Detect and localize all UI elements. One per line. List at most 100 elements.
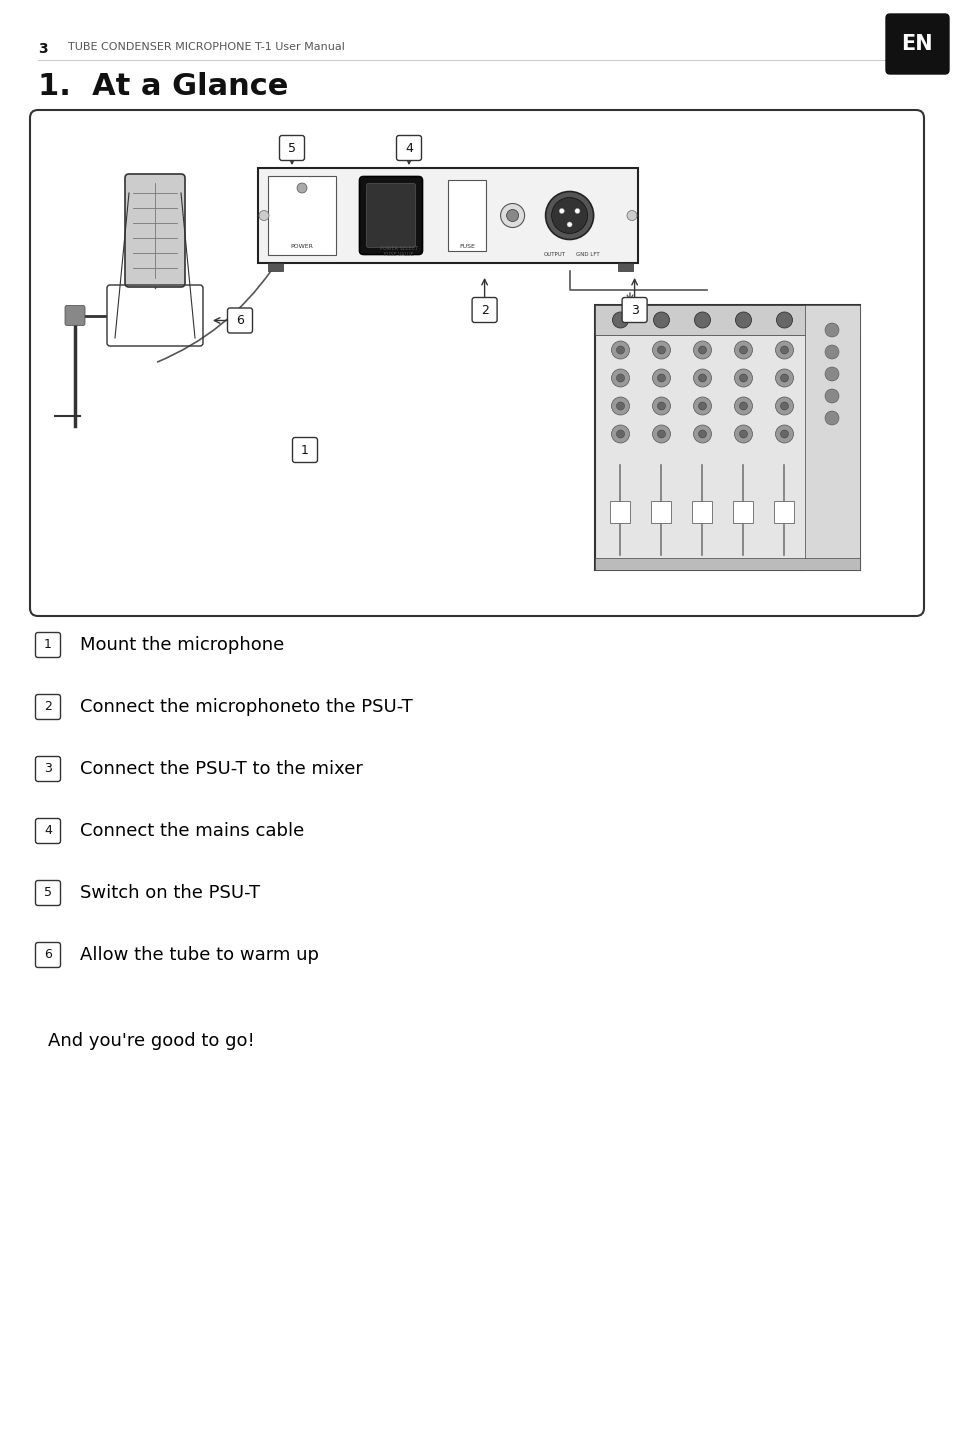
Circle shape <box>780 429 788 438</box>
Circle shape <box>734 369 752 386</box>
Circle shape <box>653 312 669 328</box>
FancyBboxPatch shape <box>35 757 60 781</box>
Circle shape <box>780 373 788 382</box>
FancyBboxPatch shape <box>293 438 317 462</box>
Circle shape <box>616 429 624 438</box>
Circle shape <box>824 345 838 359</box>
Circle shape <box>739 346 747 353</box>
FancyBboxPatch shape <box>621 298 646 322</box>
FancyBboxPatch shape <box>279 136 304 160</box>
Circle shape <box>657 373 665 382</box>
Circle shape <box>698 373 706 382</box>
Circle shape <box>698 346 706 353</box>
Bar <box>257 167 638 263</box>
Circle shape <box>735 312 751 328</box>
FancyBboxPatch shape <box>885 14 948 74</box>
Circle shape <box>780 346 788 353</box>
Circle shape <box>775 369 793 386</box>
Text: EN: EN <box>901 34 932 54</box>
Bar <box>692 501 712 522</box>
Circle shape <box>824 389 838 404</box>
Text: POWER: POWER <box>291 245 314 249</box>
Circle shape <box>616 402 624 411</box>
Text: OUTPUT: OUTPUT <box>543 252 565 258</box>
Bar <box>774 501 794 522</box>
FancyBboxPatch shape <box>359 176 422 255</box>
FancyBboxPatch shape <box>35 819 60 843</box>
Circle shape <box>611 425 629 444</box>
Circle shape <box>694 312 710 328</box>
Text: Switch on the PSU-T: Switch on the PSU-T <box>80 884 260 902</box>
Circle shape <box>566 222 572 228</box>
Bar <box>804 305 859 570</box>
Bar <box>618 263 633 270</box>
Circle shape <box>612 312 628 328</box>
Bar <box>595 305 859 335</box>
Bar <box>595 558 859 570</box>
Text: FUSE: FUSE <box>458 245 475 249</box>
Circle shape <box>739 373 747 382</box>
Circle shape <box>575 209 579 213</box>
Bar <box>651 501 671 522</box>
Circle shape <box>545 192 593 239</box>
Text: 5: 5 <box>288 142 295 155</box>
Text: 2: 2 <box>480 303 488 316</box>
FancyBboxPatch shape <box>30 110 923 615</box>
Text: 1: 1 <box>44 638 51 651</box>
Text: Connect the microphoneto the PSU-T: Connect the microphoneto the PSU-T <box>80 698 413 716</box>
Circle shape <box>506 209 518 222</box>
Circle shape <box>657 429 665 438</box>
Circle shape <box>558 209 564 213</box>
Bar <box>733 501 753 522</box>
Text: Connect the mains cable: Connect the mains cable <box>80 821 304 840</box>
Circle shape <box>776 312 792 328</box>
FancyBboxPatch shape <box>472 298 497 322</box>
Circle shape <box>824 366 838 381</box>
Bar <box>610 501 630 522</box>
FancyBboxPatch shape <box>35 943 60 967</box>
Text: 4: 4 <box>44 824 51 837</box>
Circle shape <box>824 323 838 336</box>
Text: TUBE CONDENSER MICROPHONE T-1 User Manual: TUBE CONDENSER MICROPHONE T-1 User Manua… <box>68 41 345 52</box>
Circle shape <box>616 373 624 382</box>
Circle shape <box>780 402 788 411</box>
Bar <box>448 180 485 250</box>
Bar <box>268 176 335 255</box>
Circle shape <box>693 369 711 386</box>
Circle shape <box>652 369 670 386</box>
Text: And you're good to go!: And you're good to go! <box>48 1032 254 1050</box>
Circle shape <box>611 369 629 386</box>
Circle shape <box>824 411 838 425</box>
Circle shape <box>258 210 269 220</box>
Text: Connect the PSU-T to the mixer: Connect the PSU-T to the mixer <box>80 760 362 778</box>
Text: 3: 3 <box>630 303 638 316</box>
Text: POWER SELECT
FUSE VALUE: POWER SELECT FUSE VALUE <box>379 246 417 258</box>
Text: 1.  At a Glance: 1. At a Glance <box>38 72 288 102</box>
Text: Allow the tube to warm up: Allow the tube to warm up <box>80 946 318 964</box>
Circle shape <box>500 203 524 228</box>
Circle shape <box>652 396 670 415</box>
Circle shape <box>657 402 665 411</box>
FancyBboxPatch shape <box>366 183 416 248</box>
Circle shape <box>657 346 665 353</box>
FancyBboxPatch shape <box>35 633 60 657</box>
FancyBboxPatch shape <box>35 694 60 720</box>
Bar <box>595 305 859 570</box>
Circle shape <box>734 341 752 359</box>
Circle shape <box>652 425 670 444</box>
Text: 3: 3 <box>38 41 48 56</box>
Circle shape <box>693 396 711 415</box>
Circle shape <box>626 210 637 220</box>
FancyBboxPatch shape <box>227 308 253 333</box>
Text: 1: 1 <box>301 444 309 456</box>
Text: 5: 5 <box>44 886 52 900</box>
Circle shape <box>734 396 752 415</box>
Circle shape <box>611 341 629 359</box>
FancyBboxPatch shape <box>65 305 85 325</box>
Circle shape <box>698 429 706 438</box>
Circle shape <box>739 429 747 438</box>
Circle shape <box>775 396 793 415</box>
FancyBboxPatch shape <box>125 175 185 288</box>
Circle shape <box>734 425 752 444</box>
Circle shape <box>693 425 711 444</box>
